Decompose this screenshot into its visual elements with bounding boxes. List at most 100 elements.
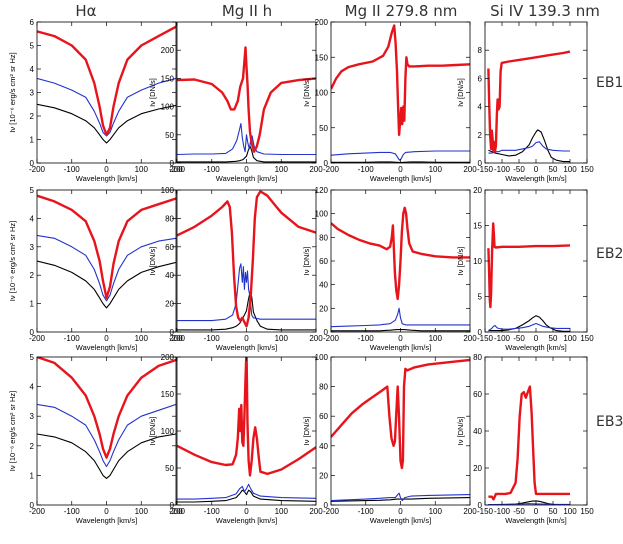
- x-tick-label: 50: [549, 334, 558, 343]
- x-tick-label: 0: [534, 165, 539, 174]
- y-axis-label: Iν [DN/s]: [456, 247, 465, 276]
- y-tick-label: 40: [473, 427, 482, 436]
- y-tick-label: 60: [165, 243, 174, 252]
- series-black-line: [177, 489, 316, 503]
- x-tick-label: 50: [549, 165, 558, 174]
- x-tick-label: -100: [204, 334, 221, 343]
- series-red-line: [487, 222, 571, 309]
- series-red-line: [331, 24, 470, 136]
- x-axis-label: Wavelength [km/s]: [505, 174, 566, 183]
- x-tick-label: -100: [494, 165, 511, 174]
- x-tick-label: -100: [204, 165, 221, 174]
- series-black-line: [488, 315, 570, 332]
- x-tick-label: 50: [549, 507, 558, 516]
- x-axis-label: Wavelength [km/s]: [76, 343, 137, 352]
- column-title-4: Si IV 139.3 nm: [490, 2, 600, 20]
- series-black-line: [331, 497, 470, 502]
- x-tick-label: 0: [104, 165, 109, 174]
- x-tick-label: -100: [358, 507, 375, 516]
- x-tick-label: -200: [169, 165, 186, 174]
- series-blue-line: [177, 122, 316, 156]
- y-tick-label: 5: [30, 42, 35, 51]
- panel-frame: [176, 21, 317, 164]
- y-axis-label: Iν [DN/s]: [302, 417, 311, 446]
- x-tick-label: 200: [309, 334, 323, 343]
- y-tick-label: 4: [478, 103, 483, 112]
- x-tick-label: 100: [275, 507, 289, 516]
- y-tick-label: 0: [170, 159, 175, 168]
- y-tick-label: 80: [319, 233, 328, 242]
- x-tick-label: -150: [477, 165, 494, 174]
- y-axis-label: Iν [DN/s]: [148, 247, 157, 276]
- y-tick-label: 60: [319, 412, 328, 421]
- x-tick-label: -100: [494, 334, 511, 343]
- y-tick-label: 120: [315, 186, 329, 195]
- y-tick-label: 100: [161, 427, 175, 436]
- y-tick-label: 50: [319, 124, 328, 133]
- series-red-line: [331, 358, 470, 470]
- series-blue-line: [177, 263, 316, 322]
- x-tick-label: 100: [135, 165, 149, 174]
- y-tick-label: 2: [30, 271, 35, 280]
- y-tick-label: 200: [161, 353, 175, 362]
- x-tick-label: -50: [513, 507, 525, 516]
- y-tick-label: 200: [315, 18, 329, 27]
- column-title-2: Mg II h: [222, 2, 272, 20]
- y-tick-label: 15: [473, 222, 482, 231]
- y-tick-label: 4: [30, 214, 35, 223]
- y-tick-label: 10: [473, 257, 482, 266]
- x-tick-label: -200: [29, 507, 46, 516]
- series-black-line: [331, 329, 470, 332]
- y-tick-label: 20: [473, 186, 482, 195]
- x-tick-label: -200: [29, 334, 46, 343]
- y-axis-label: Iν [DN/s]: [148, 78, 157, 107]
- y-axis-label: Iν [10⁻⁶ erg/s cm² sr Hz]: [8, 52, 17, 132]
- x-axis-label: Wavelength [km/s]: [370, 343, 431, 352]
- y-tick-label: 80: [473, 353, 482, 362]
- x-axis-label: Wavelength [km/s]: [216, 343, 277, 352]
- row-label-eb3: EB3: [596, 414, 623, 430]
- y-tick-label: 50: [165, 464, 174, 473]
- x-tick-label: -100: [204, 507, 221, 516]
- y-axis-label: Iν [DN/s]: [302, 78, 311, 107]
- row-label-eb1: EB1: [596, 75, 623, 91]
- x-tick-label: 0: [534, 334, 539, 343]
- y-tick-label: 2: [30, 442, 35, 451]
- y-tick-label: 40: [319, 281, 328, 290]
- y-tick-label: 60: [319, 257, 328, 266]
- x-tick-label: -100: [358, 165, 375, 174]
- x-tick-label: 0: [104, 507, 109, 516]
- series-red-line: [37, 357, 176, 459]
- x-tick-label: 150: [580, 334, 594, 343]
- y-tick-label: 0: [170, 328, 175, 337]
- panel-eb2-col4: -150 -100 -50 0 50 100 150 0 5 10 15 20 Wavelength […: [456, 186, 594, 352]
- x-axis-label: Wavelength [km/s]: [216, 174, 277, 183]
- panel-eb1-col4: -150 -100 -50 0 50 100 150 0 2 4 6 8 Wavelength [km/…: [456, 21, 594, 183]
- y-tick-label: 2: [30, 112, 35, 121]
- x-axis-label: Wavelength [km/s]: [505, 343, 566, 352]
- x-tick-label: 0: [398, 165, 403, 174]
- x-axis-label: Wavelength [km/s]: [76, 516, 137, 525]
- y-tick-label: 4: [30, 383, 35, 392]
- y-tick-label: 20: [165, 300, 174, 309]
- y-tick-label: 5: [478, 293, 483, 302]
- x-tick-label: 100: [563, 334, 577, 343]
- x-tick-label: 0: [244, 507, 249, 516]
- y-tick-label: 150: [161, 74, 175, 83]
- x-tick-label: -100: [494, 507, 511, 516]
- panel-eb3-col4: -150 -100 -50 0 50 100 150 0 20 40 60 80 Wavelength …: [456, 353, 594, 525]
- series-red-line: [37, 194, 176, 300]
- series-blue-line: [331, 307, 470, 328]
- panel-frame: [330, 21, 471, 164]
- y-tick-label: 100: [315, 89, 329, 98]
- y-tick-label: 3: [30, 412, 35, 421]
- x-tick-label: 0: [104, 334, 109, 343]
- x-tick-label: -200: [169, 507, 186, 516]
- x-tick-label: -200: [323, 334, 340, 343]
- y-tick-label: 20: [473, 464, 482, 473]
